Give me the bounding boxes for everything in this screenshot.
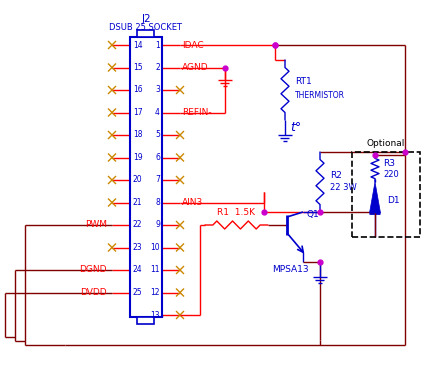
Text: 3: 3 [155,86,160,94]
Text: AIN3: AIN3 [181,198,203,207]
Text: 20: 20 [132,175,142,185]
Text: R3: R3 [382,159,394,168]
Text: 12: 12 [150,288,160,297]
Text: 24: 24 [132,265,142,275]
Text: 21: 21 [132,198,142,207]
Text: 11: 11 [150,265,160,275]
Text: 14: 14 [132,40,142,50]
Text: 22: 22 [132,221,142,229]
Text: D1: D1 [386,196,399,205]
Text: AGND: AGND [181,63,208,72]
Text: 22 3W: 22 3W [329,184,356,193]
Text: 1: 1 [155,40,160,50]
Text: 23: 23 [132,243,142,252]
Text: 17: 17 [132,108,142,117]
Bar [137,30,154,37]
Polygon shape [368,182,380,213]
Text: 220: 220 [382,170,398,179]
Text: 9: 9 [155,221,160,229]
Text: R1  1.5K: R1 1.5K [217,208,255,217]
Text: 10: 10 [150,243,160,252]
Bar [130,37,161,317]
Text: DVDD: DVDD [80,288,107,297]
Text: 25: 25 [132,288,142,297]
Text: IDAC: IDAC [181,40,203,50]
Text: DGND: DGND [79,265,107,275]
Text: Optional: Optional [366,139,404,149]
Text: t°: t° [289,121,300,134]
Text: 7: 7 [155,175,160,185]
Text: 13: 13 [150,310,160,320]
Bar [137,317,154,324]
Text: 8: 8 [155,198,160,207]
Text: MPSA13: MPSA13 [271,265,308,274]
Text: 16: 16 [132,86,142,94]
Text: PWM: PWM [85,221,107,229]
Text: REFIN-: REFIN- [181,108,211,117]
Text: DSUB 25 SOCKET: DSUB 25 SOCKET [109,23,182,33]
Bar [351,152,419,237]
Text: R2: R2 [329,171,341,181]
Text: 5: 5 [155,131,160,139]
Text: 6: 6 [155,153,160,162]
Text: 15: 15 [132,63,142,72]
Text: 18: 18 [132,131,142,139]
Text: 19: 19 [132,153,142,162]
Text: J2: J2 [141,14,150,24]
Text: THERMISTOR: THERMISTOR [294,91,344,99]
Text: Q1: Q1 [306,211,319,219]
Text: 2: 2 [155,63,160,72]
Text: RT1: RT1 [294,77,311,87]
Text: 4: 4 [155,108,160,117]
